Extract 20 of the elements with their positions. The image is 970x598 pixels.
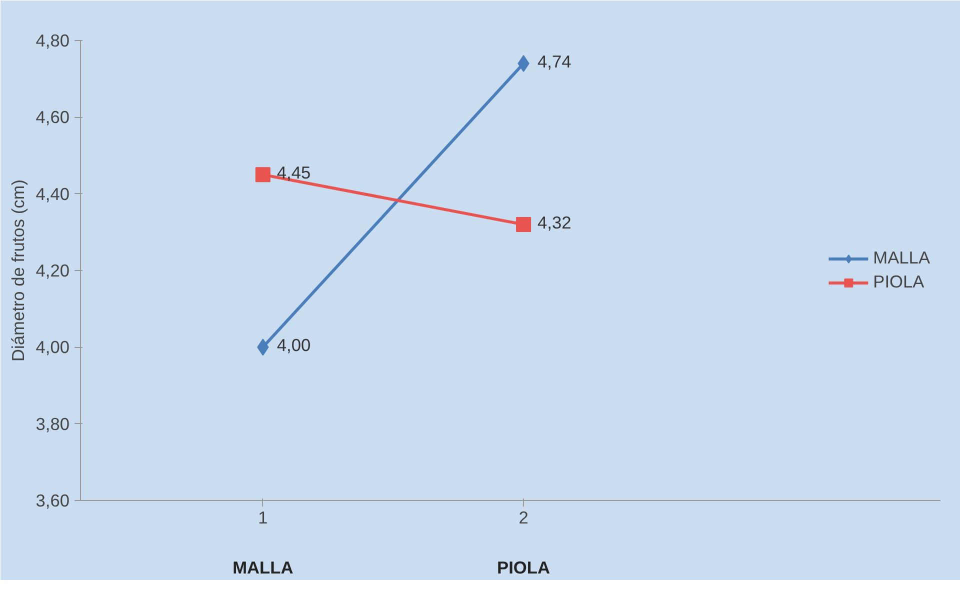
y-tick-label: 4,20 — [36, 260, 70, 280]
y-axis-title: Diámetro de frutos (cm) — [8, 179, 28, 362]
text: PIOLA — [497, 558, 550, 578]
data-label: 4,00 — [276, 335, 311, 356]
point — [516, 217, 532, 232]
legend-label: PIOLA — [873, 272, 924, 292]
data-label: 4,45 — [276, 162, 311, 183]
y-tick-label: 3,80 — [36, 414, 70, 434]
data-label: 4,32 — [538, 212, 572, 232]
point — [255, 167, 270, 182]
y-tick-label: 4,60 — [36, 107, 70, 128]
legend-label: MALLA — [873, 248, 930, 268]
data-label: 4,74 — [538, 52, 572, 72]
y-tick-label: 4,80 — [36, 30, 70, 50]
y-tick-label: 3,60 — [36, 490, 70, 510]
y-tick-label: 4,40 — [36, 184, 70, 204]
text: MALLA — [232, 558, 294, 578]
x-tick-label: 1 — [258, 508, 268, 528]
y-tick-label: 4,00 — [36, 337, 70, 358]
x-tick-label: 2 — [518, 508, 528, 528]
